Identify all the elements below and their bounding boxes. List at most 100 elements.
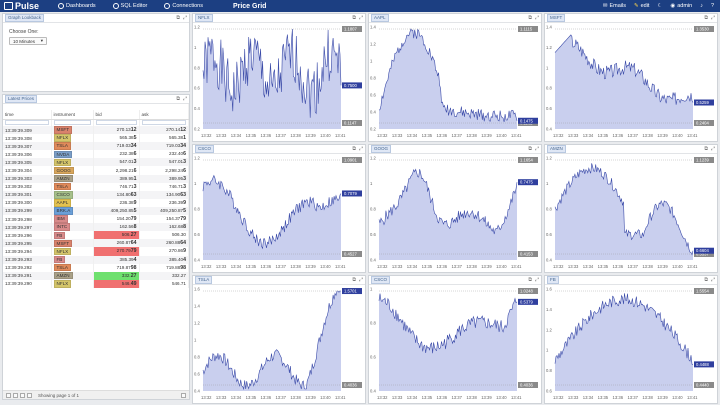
nav-dashboards[interactable]: Dashboards (50, 0, 104, 12)
x-tick-label: 13:37 (627, 264, 638, 269)
popout-icon[interactable]: ⧉ (176, 15, 180, 21)
table-row[interactable]: 13:39:39.300 AAPL 236.389 236.399 (3, 198, 189, 207)
bid-pips: 6 (133, 167, 137, 174)
nav-connections[interactable]: Connections (156, 0, 211, 12)
price-chart[interactable]: 1.6 1.4 1.2 1 0.8 0.613:32 13:33 13:34 13:35 13:3… (545, 285, 717, 403)
x-tick-label: 13:36 (261, 264, 272, 269)
filter-bid-input[interactable] (95, 120, 137, 126)
table-row[interactable]: 13:39:39.303 AMZN 389.951 389.953 (3, 174, 189, 183)
instrument-badge: TSLA (53, 263, 71, 272)
expand-icon[interactable]: ⤢ (358, 146, 363, 152)
price-chart[interactable]: 1.210.80.60.413:32 13:33 13:34 13:35 13:36 13… (545, 154, 717, 272)
table-row[interactable]: 13:39:39.306 NVDA 232.386 232.406 (3, 150, 189, 159)
expand-icon[interactable]: ⤢ (534, 277, 539, 283)
cell-instrument: NFLX (51, 279, 94, 288)
emails-button[interactable]: ✉ Emails (603, 3, 626, 9)
first-page-button[interactable] (6, 392, 11, 398)
choose-label: Choose One: (9, 29, 39, 35)
table-row[interactable]: 13:39:39.302 TSLA 746.713 746.713 (3, 182, 189, 191)
popout-icon[interactable]: ⧉ (176, 96, 180, 102)
help-icon: ? (710, 3, 714, 9)
cell-ask: 2,298.246 (139, 166, 189, 175)
expand-icon[interactable]: ⤢ (710, 15, 715, 21)
x-tick-label: 13:39 (305, 264, 316, 269)
price-chart[interactable]: 1.210.80.60.413:32 13:33 13:34 13:35 13:36 13… (369, 154, 541, 272)
table-row[interactable]: 13:39:39.298 IBM 154.2079 154.3779 (3, 215, 189, 224)
popout-icon[interactable]: ⧉ (352, 15, 356, 21)
x-tick-label: 13:34 (583, 264, 594, 269)
help-button[interactable]: ? (711, 3, 714, 9)
expand-icon[interactable]: ⤢ (182, 15, 187, 21)
table-row[interactable]: 13:39:39.291 AMZN 332.27 332.27 (3, 271, 189, 280)
notifications-button[interactable]: ♪ (700, 3, 703, 9)
cell-bid: 270.7979 (93, 247, 140, 256)
table-row[interactable]: 13:39:39.304 GOOG 2,298.216 2,298.246 (3, 166, 189, 175)
expand-icon[interactable]: ⤢ (358, 15, 363, 21)
expand-icon[interactable]: ⤢ (710, 277, 715, 283)
column-header-time[interactable]: time (3, 110, 52, 120)
popout-icon[interactable]: ⧉ (528, 15, 532, 21)
lookback-select[interactable]: 10 Minutes ▾ (9, 37, 47, 45)
table-row[interactable]: 13:39:39.301 CSCO 134.8063 134.9063 (3, 190, 189, 199)
table-row[interactable]: 13:39:39.309 MSFT 270.1312 270.1412 (3, 126, 189, 135)
cell-bid: 385.394 (93, 255, 140, 264)
table-row[interactable]: 13:39:39.296 FB 506.27 506.30 (3, 231, 189, 240)
table-row[interactable]: 13:39:39.290 NFLX 546.49 546.71 (3, 279, 189, 288)
column-header-ask[interactable]: ask (139, 110, 189, 120)
table-row[interactable]: 13:39:39.307 TSLA 719.0334 719.0334 (3, 142, 189, 151)
cell-bid: 270.1312 (93, 126, 140, 135)
bid-value: 260.87 (116, 240, 131, 246)
table-row[interactable]: 13:39:39.292 TSLA 719.8798 719.8898 (3, 263, 189, 272)
popout-icon[interactable]: ⧉ (528, 146, 532, 152)
price-chart[interactable]: 1.4 1.2 1 0.8 0.6 0.413:32 13:33 13:34 13:35 13:3… (545, 23, 717, 141)
bid-value: 162.56 (119, 224, 134, 230)
popout-icon[interactable]: ⧉ (352, 277, 356, 283)
export-button[interactable] (181, 392, 186, 398)
low-badge (694, 382, 714, 388)
last-page-button[interactable] (27, 392, 32, 398)
chart-title: MSFT (547, 14, 566, 22)
table-row[interactable]: 13:39:39.297 INTC 162.568 162.688 (3, 223, 189, 232)
y-tick-label: 0.6 (194, 86, 200, 91)
table-row[interactable]: 13:39:39.293 FB 385.394 385.404 (3, 255, 189, 264)
chart-title: CSCO (371, 276, 391, 284)
prev-page-button[interactable] (13, 392, 18, 398)
price-chart[interactable]: 1.210.80.60.413:32 13:33 13:34 13:35 13:36 13… (193, 154, 365, 272)
edit-button[interactable]: ✎ edit (634, 3, 649, 9)
table-row[interactable]: 13:39:39.308 NFLX 565.385 565.381 (3, 134, 189, 143)
column-header-instrument[interactable]: instrument (51, 110, 94, 120)
price-chart[interactable]: 1 0.8 0.6 0.413:32 13:33 13:34 13:35 13:36 13:37… (369, 285, 541, 403)
popout-icon[interactable]: ⧉ (704, 277, 708, 283)
popout-icon[interactable]: ⧉ (704, 15, 708, 21)
theme-toggle[interactable]: ☾ (657, 3, 662, 9)
popout-icon[interactable]: ⧉ (528, 277, 532, 283)
filter-time-input[interactable] (5, 120, 49, 126)
app-logo[interactable]: Pulse (0, 1, 50, 11)
high-value: 1.5554 (696, 289, 709, 294)
price-chart[interactable]: 1.2 1 0.8 0.6 0.4 0.213:32 13:33 13:34 13:35 13:3… (193, 23, 365, 141)
bid-value: 547.01 (119, 159, 134, 165)
expand-icon[interactable]: ⤢ (534, 15, 539, 21)
price-chart[interactable]: 1.6 1.4 1.2 1 0.8 0.6 0.413:32 13:33 13:34 13:35 1… (193, 285, 365, 403)
table-row[interactable]: 13:39:39.295 MSFT 260.8764 260.8864 (3, 239, 189, 248)
filter-ask-input[interactable] (141, 120, 186, 126)
user-menu[interactable]: ◉ admin (670, 3, 692, 9)
cell-time: 13:39:39.302 (3, 182, 52, 191)
next-page-button[interactable] (20, 392, 25, 398)
panel-actions: ⧉ ⤢ (528, 277, 539, 283)
popout-icon[interactable]: ⧉ (352, 146, 356, 152)
expand-icon[interactable]: ⤢ (358, 277, 363, 283)
nav-sql-editor[interactable]: SQL Editor (105, 0, 156, 12)
chevron-down-icon: ▾ (40, 38, 43, 43)
column-header-bid[interactable]: bid (93, 110, 140, 120)
popout-icon[interactable]: ⧉ (704, 146, 708, 152)
table-row[interactable]: 13:39:39.294 NFLX 270.7979 270.869 (3, 247, 189, 256)
expand-icon[interactable]: ⤢ (710, 146, 715, 152)
last-value-badge (694, 247, 714, 254)
table-row[interactable]: 13:39:39.299 BRK.A 409,250.855 409,250.875 (3, 206, 189, 216)
price-chart[interactable]: 1.4 1.2 1 0.8 0.6 0.4 0.213:32 13:33 13:34 13:35 1… (369, 23, 541, 141)
filter-instrument-input[interactable] (53, 120, 91, 126)
expand-icon[interactable]: ⤢ (534, 146, 539, 152)
expand-icon[interactable]: ⤢ (182, 96, 187, 102)
table-row[interactable]: 13:39:39.305 NFLX 547.013 547.013 (3, 158, 189, 167)
